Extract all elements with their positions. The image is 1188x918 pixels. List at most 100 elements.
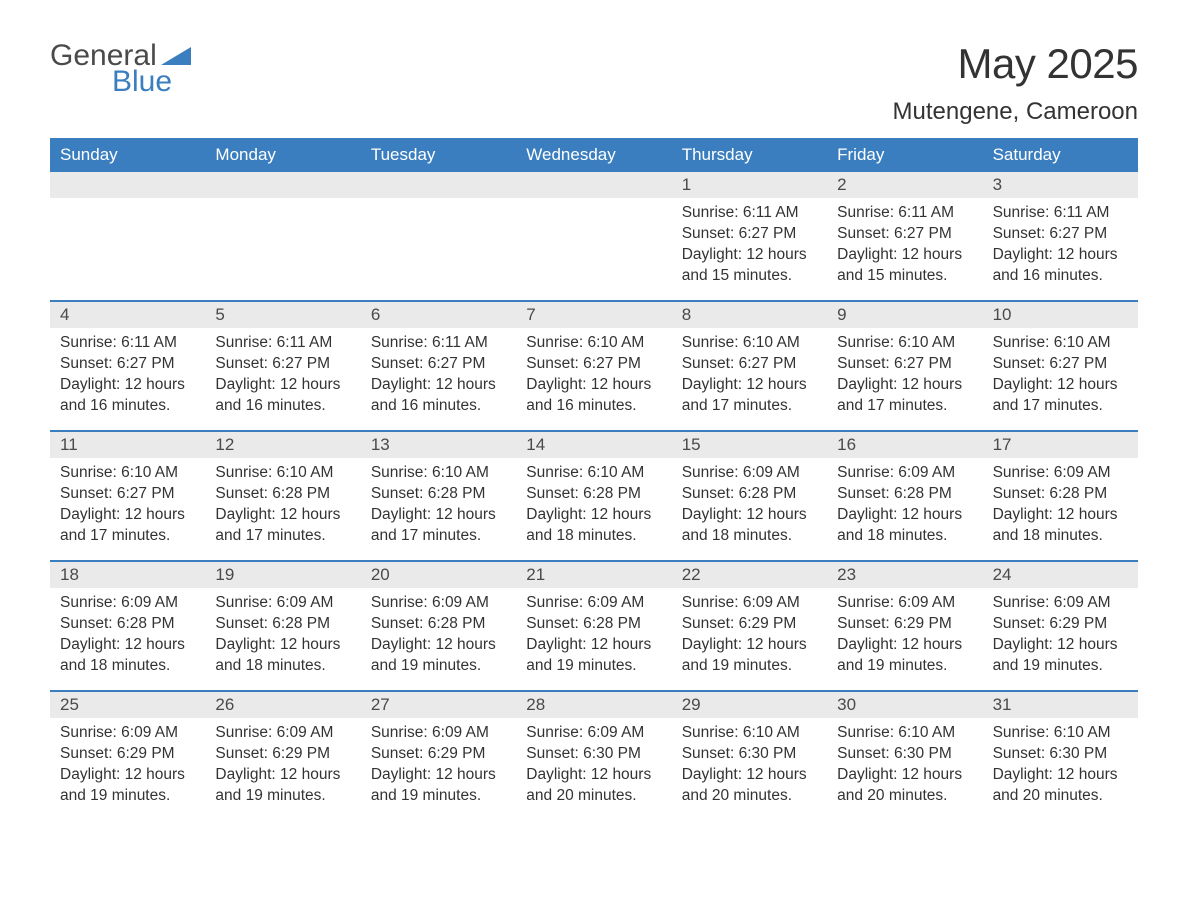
daylight-line: Daylight: 12 hours and 18 minutes. — [215, 635, 350, 677]
day-cell — [50, 172, 205, 300]
day-body: Sunrise: 6:11 AMSunset: 6:27 PMDaylight:… — [827, 198, 982, 297]
day-number: 4 — [50, 302, 205, 328]
day-number: 30 — [827, 692, 982, 718]
weekday-monday: Monday — [205, 138, 360, 172]
calendar: Sunday Monday Tuesday Wednesday Thursday… — [50, 138, 1138, 820]
day-cell: 12Sunrise: 6:10 AMSunset: 6:28 PMDayligh… — [205, 432, 360, 560]
day-body: Sunrise: 6:09 AMSunset: 6:28 PMDaylight:… — [672, 458, 827, 557]
day-body: Sunrise: 6:09 AMSunset: 6:28 PMDaylight:… — [983, 458, 1138, 557]
sunset-line: Sunset: 6:27 PM — [215, 354, 350, 375]
sunrise-line: Sunrise: 6:09 AM — [215, 723, 350, 744]
daylight-line: Daylight: 12 hours and 19 minutes. — [682, 635, 817, 677]
day-cell: 16Sunrise: 6:09 AMSunset: 6:28 PMDayligh… — [827, 432, 982, 560]
logo-text-blue: Blue — [112, 66, 172, 98]
daylight-line: Daylight: 12 hours and 19 minutes. — [371, 765, 506, 807]
day-cell: 8Sunrise: 6:10 AMSunset: 6:27 PMDaylight… — [672, 302, 827, 430]
day-cell: 18Sunrise: 6:09 AMSunset: 6:28 PMDayligh… — [50, 562, 205, 690]
day-number: 16 — [827, 432, 982, 458]
day-body: Sunrise: 6:10 AMSunset: 6:27 PMDaylight:… — [983, 328, 1138, 427]
sunrise-line: Sunrise: 6:10 AM — [371, 463, 506, 484]
daylight-line: Daylight: 12 hours and 18 minutes. — [60, 635, 195, 677]
day-number: 19 — [205, 562, 360, 588]
daylight-line: Daylight: 12 hours and 20 minutes. — [682, 765, 817, 807]
weekday-thursday: Thursday — [672, 138, 827, 172]
day-number: 12 — [205, 432, 360, 458]
daylight-line: Daylight: 12 hours and 19 minutes. — [993, 635, 1128, 677]
sunrise-line: Sunrise: 6:10 AM — [526, 333, 661, 354]
sunset-line: Sunset: 6:27 PM — [837, 354, 972, 375]
day-cell: 11Sunrise: 6:10 AMSunset: 6:27 PMDayligh… — [50, 432, 205, 560]
day-body: Sunrise: 6:09 AMSunset: 6:28 PMDaylight:… — [516, 588, 671, 687]
day-number: 18 — [50, 562, 205, 588]
weekday-sunday: Sunday — [50, 138, 205, 172]
day-cell: 20Sunrise: 6:09 AMSunset: 6:28 PMDayligh… — [361, 562, 516, 690]
sunrise-line: Sunrise: 6:10 AM — [215, 463, 350, 484]
day-body: Sunrise: 6:10 AMSunset: 6:30 PMDaylight:… — [827, 718, 982, 817]
daylight-line: Daylight: 12 hours and 18 minutes. — [993, 505, 1128, 547]
sunrise-line: Sunrise: 6:10 AM — [837, 723, 972, 744]
weekday-wednesday: Wednesday — [516, 138, 671, 172]
sunset-line: Sunset: 6:27 PM — [371, 354, 506, 375]
day-number: 8 — [672, 302, 827, 328]
day-number: 26 — [205, 692, 360, 718]
sunrise-line: Sunrise: 6:09 AM — [837, 463, 972, 484]
day-cell: 24Sunrise: 6:09 AMSunset: 6:29 PMDayligh… — [983, 562, 1138, 690]
day-body: Sunrise: 6:09 AMSunset: 6:30 PMDaylight:… — [516, 718, 671, 817]
weekday-tuesday: Tuesday — [361, 138, 516, 172]
day-number: 27 — [361, 692, 516, 718]
day-body: Sunrise: 6:10 AMSunset: 6:28 PMDaylight:… — [205, 458, 360, 557]
day-cell — [516, 172, 671, 300]
day-cell: 17Sunrise: 6:09 AMSunset: 6:28 PMDayligh… — [983, 432, 1138, 560]
day-body: Sunrise: 6:11 AMSunset: 6:27 PMDaylight:… — [205, 328, 360, 427]
sunrise-line: Sunrise: 6:10 AM — [837, 333, 972, 354]
day-body: Sunrise: 6:09 AMSunset: 6:29 PMDaylight:… — [983, 588, 1138, 687]
sunset-line: Sunset: 6:29 PM — [682, 614, 817, 635]
day-body: Sunrise: 6:09 AMSunset: 6:28 PMDaylight:… — [50, 588, 205, 687]
day-body: Sunrise: 6:09 AMSunset: 6:29 PMDaylight:… — [205, 718, 360, 817]
weekday-header: Sunday Monday Tuesday Wednesday Thursday… — [50, 138, 1138, 172]
sunset-line: Sunset: 6:29 PM — [60, 744, 195, 765]
sunset-line: Sunset: 6:27 PM — [526, 354, 661, 375]
day-cell: 1Sunrise: 6:11 AMSunset: 6:27 PMDaylight… — [672, 172, 827, 300]
daylight-line: Daylight: 12 hours and 16 minutes. — [215, 375, 350, 417]
daylight-line: Daylight: 12 hours and 18 minutes. — [682, 505, 817, 547]
day-cell: 26Sunrise: 6:09 AMSunset: 6:29 PMDayligh… — [205, 692, 360, 820]
daylight-line: Daylight: 12 hours and 18 minutes. — [837, 505, 972, 547]
day-body: Sunrise: 6:09 AMSunset: 6:28 PMDaylight:… — [827, 458, 982, 557]
sunrise-line: Sunrise: 6:09 AM — [60, 723, 195, 744]
day-number: 23 — [827, 562, 982, 588]
day-number — [516, 172, 671, 198]
daylight-line: Daylight: 12 hours and 16 minutes. — [60, 375, 195, 417]
title-block: May 2025 Mutengene, Cameroon — [893, 40, 1138, 126]
sunrise-line: Sunrise: 6:09 AM — [215, 593, 350, 614]
day-body — [516, 198, 671, 213]
day-number: 11 — [50, 432, 205, 458]
day-body: Sunrise: 6:10 AMSunset: 6:27 PMDaylight:… — [672, 328, 827, 427]
day-number: 28 — [516, 692, 671, 718]
daylight-line: Daylight: 12 hours and 19 minutes. — [215, 765, 350, 807]
sunset-line: Sunset: 6:28 PM — [837, 484, 972, 505]
day-number: 31 — [983, 692, 1138, 718]
day-cell: 9Sunrise: 6:10 AMSunset: 6:27 PMDaylight… — [827, 302, 982, 430]
day-body: Sunrise: 6:10 AMSunset: 6:27 PMDaylight:… — [827, 328, 982, 427]
sunset-line: Sunset: 6:27 PM — [60, 354, 195, 375]
title-month: May 2025 — [893, 40, 1138, 88]
day-body: Sunrise: 6:10 AMSunset: 6:27 PMDaylight:… — [516, 328, 671, 427]
sunrise-line: Sunrise: 6:09 AM — [371, 593, 506, 614]
daylight-line: Daylight: 12 hours and 17 minutes. — [371, 505, 506, 547]
weeks-container: 1Sunrise: 6:11 AMSunset: 6:27 PMDaylight… — [50, 172, 1138, 820]
day-body: Sunrise: 6:11 AMSunset: 6:27 PMDaylight:… — [983, 198, 1138, 297]
daylight-line: Daylight: 12 hours and 17 minutes. — [993, 375, 1128, 417]
sunrise-line: Sunrise: 6:10 AM — [526, 463, 661, 484]
day-number: 13 — [361, 432, 516, 458]
day-number: 21 — [516, 562, 671, 588]
sunrise-line: Sunrise: 6:09 AM — [837, 593, 972, 614]
sunrise-line: Sunrise: 6:09 AM — [993, 463, 1128, 484]
day-number: 15 — [672, 432, 827, 458]
day-body: Sunrise: 6:09 AMSunset: 6:28 PMDaylight:… — [361, 588, 516, 687]
sunset-line: Sunset: 6:30 PM — [993, 744, 1128, 765]
header: General Blue May 2025 Mutengene, Cameroo… — [50, 40, 1138, 126]
weekday-saturday: Saturday — [983, 138, 1138, 172]
sunset-line: Sunset: 6:27 PM — [837, 224, 972, 245]
day-body: Sunrise: 6:10 AMSunset: 6:30 PMDaylight:… — [672, 718, 827, 817]
